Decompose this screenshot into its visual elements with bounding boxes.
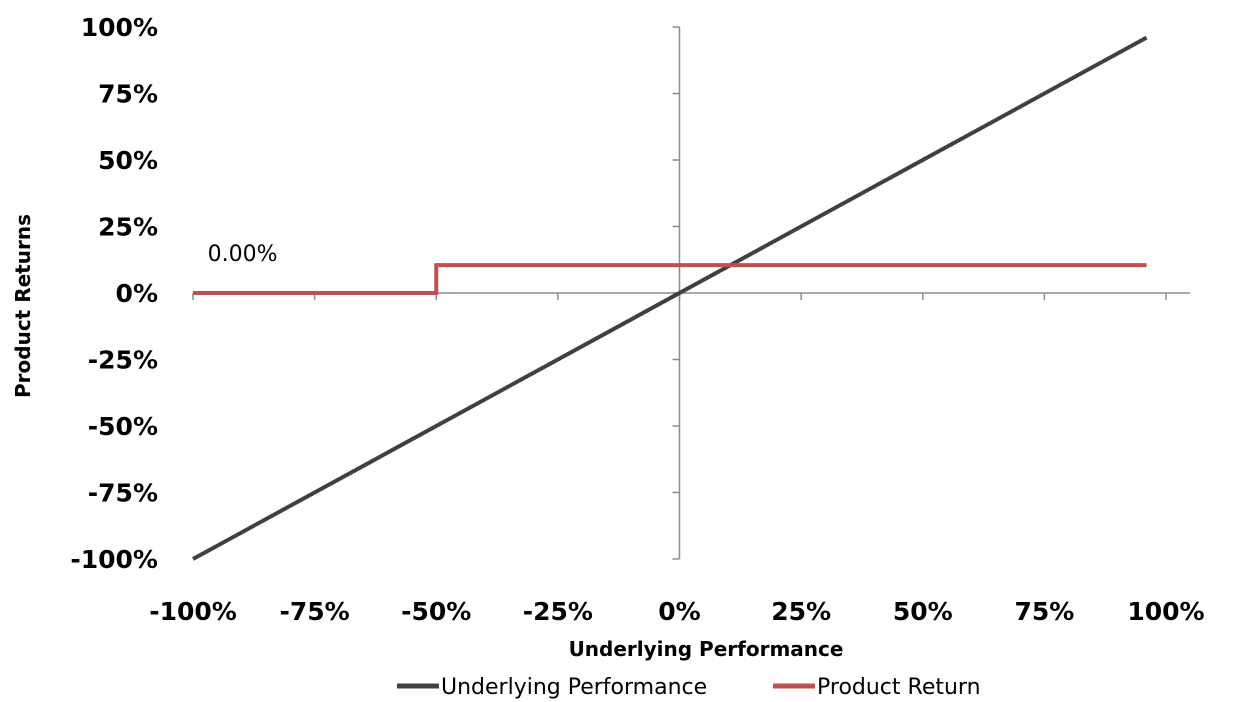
x-tick-label: -50% — [401, 597, 471, 626]
x-tick-label: -100% — [149, 597, 237, 626]
series-line-underlying-performance — [192, 35, 1148, 561]
y-tick-marks — [672, 26, 680, 560]
data-label: 0.00% — [208, 242, 278, 267]
y-axis-title: Product Returns — [11, 214, 35, 398]
legend-label-product-return: Product Return — [817, 675, 981, 700]
x-tick-labels: -100% -75% -50% -25% 0% 25% 50% 75% 100% — [149, 597, 1204, 626]
y-tick-label: 50% — [98, 146, 158, 175]
x-axis-title: Underlying Performance — [569, 637, 844, 661]
legend: Underlying Performance Product Return — [397, 675, 981, 700]
y-tick-label: -100% — [70, 545, 158, 574]
x-tick-label: 100% — [1127, 597, 1204, 626]
y-tick-label: -75% — [88, 479, 158, 508]
x-tick-label: 25% — [771, 597, 831, 626]
y-tick-label: 75% — [98, 80, 158, 109]
y-tick-label: -25% — [88, 346, 158, 375]
y-tick-label: 25% — [98, 213, 158, 242]
y-tick-labels: 100% 75% 50% 25% 0% -25% -50% -75% -100% — [70, 13, 158, 574]
x-tick-label: 75% — [1014, 597, 1074, 626]
x-tick-label: -75% — [280, 597, 350, 626]
y-tick-label: 0% — [116, 279, 158, 308]
series-line-product-return — [193, 263, 1147, 295]
series-layer — [192, 35, 1148, 561]
x-tick-label: 50% — [893, 597, 953, 626]
y-tick-label: 100% — [81, 13, 158, 42]
y-tick-label: -50% — [88, 412, 158, 441]
annotation-layer: 0.00% — [208, 242, 278, 267]
legend-label-underlying-performance: Underlying Performance — [441, 675, 707, 700]
x-tick-label: -25% — [523, 597, 593, 626]
x-tick-label: 0% — [658, 597, 700, 626]
